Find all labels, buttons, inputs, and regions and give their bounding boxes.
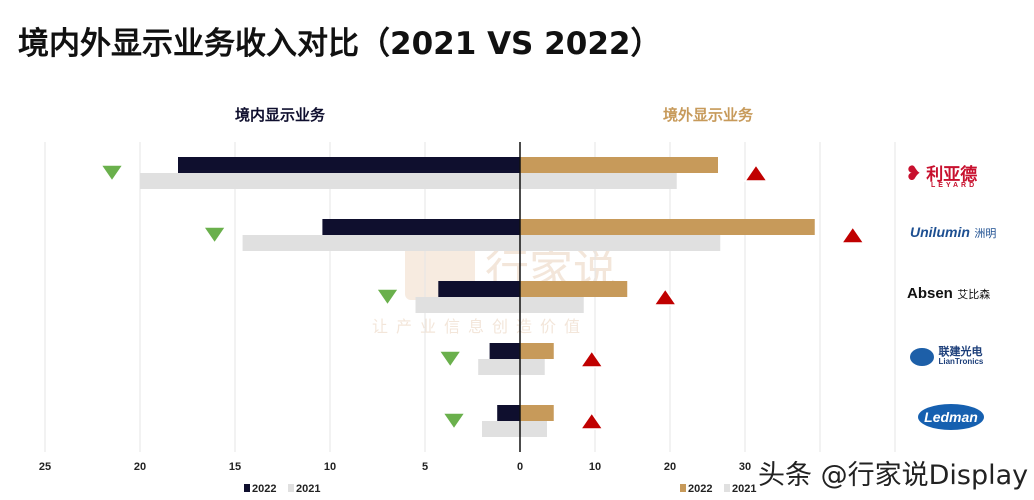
legend-label-left-2021: 2021 bbox=[296, 483, 320, 495]
bar-overseas-2021 bbox=[520, 297, 584, 313]
right-panel-title: 境外显示业务 bbox=[663, 106, 754, 124]
bar-domestic-2021 bbox=[415, 297, 520, 313]
trend-up-icon bbox=[743, 163, 769, 182]
legend-swatch-right-2021 bbox=[724, 484, 730, 492]
logo-ledman: Ledman bbox=[918, 404, 984, 430]
bar-domestic-2022 bbox=[438, 281, 520, 297]
trend-down-icon bbox=[202, 226, 228, 245]
bar-domestic-2021 bbox=[140, 173, 520, 189]
legend-label-right-2021: 2021 bbox=[732, 483, 756, 495]
x-tick-label-left: 0 bbox=[517, 461, 523, 473]
bg-watermark-slogan: 让产业信息创造价值 bbox=[372, 317, 588, 336]
x-tick-label-left: 5 bbox=[422, 461, 428, 473]
bar-overseas-2022 bbox=[520, 219, 815, 235]
x-tick-label-left: 20 bbox=[134, 461, 146, 473]
bar-domestic-2022 bbox=[497, 405, 520, 421]
logo-absen: Absen 艾比森 bbox=[907, 285, 991, 302]
bar-overseas-2021 bbox=[520, 359, 545, 375]
bar-domestic-2022 bbox=[489, 343, 520, 359]
bar-overseas-2022 bbox=[520, 281, 628, 297]
leyard-icon: ❥ bbox=[905, 163, 922, 185]
bar-overseas-2022 bbox=[520, 157, 718, 173]
legend-swatch-left-2021 bbox=[288, 484, 294, 492]
x-tick-label-right: 10 bbox=[589, 461, 601, 473]
legend-swatch-left-2022 bbox=[244, 484, 250, 492]
bar-overseas-2022 bbox=[520, 343, 554, 359]
x-tick-label-left: 15 bbox=[229, 461, 241, 473]
bar-domestic-2021 bbox=[242, 235, 520, 251]
bar-overseas-2021 bbox=[520, 421, 547, 437]
logo-liantronics: 联建光电 LianTronics bbox=[910, 347, 983, 367]
trend-up-icon bbox=[579, 411, 605, 430]
left-panel-title: 境内显示业务 bbox=[235, 106, 326, 124]
bar-domestic-2021 bbox=[478, 359, 520, 375]
bar-domestic-2022 bbox=[178, 157, 520, 173]
bar-overseas-2022 bbox=[520, 405, 554, 421]
trend-down-icon bbox=[375, 288, 400, 307]
x-tick-label-left: 10 bbox=[324, 461, 336, 473]
bar-overseas-2021 bbox=[520, 173, 677, 189]
x-tick-label-left: 25 bbox=[39, 461, 51, 473]
trend-up-icon bbox=[840, 225, 866, 244]
slide-title: 境内外显示业务收入对比（2021 VS 2022） bbox=[18, 26, 662, 62]
trend-up-icon bbox=[652, 287, 678, 306]
logo-unilumin: Unilumin 洲明 bbox=[910, 224, 997, 240]
logo-leyard: ❥ 利亚德 LEYARD bbox=[905, 163, 978, 189]
bar-domestic-2021 bbox=[482, 421, 520, 437]
legend-label-left-2022: 2022 bbox=[252, 483, 276, 495]
bar-domestic-2022 bbox=[322, 219, 520, 235]
trend-down-icon bbox=[441, 412, 467, 431]
bar-overseas-2021 bbox=[520, 235, 721, 251]
x-tick-label-right: 30 bbox=[739, 461, 751, 473]
trend-up-icon bbox=[579, 349, 605, 368]
x-tick-label-right: 20 bbox=[664, 461, 676, 473]
trend-down-icon bbox=[437, 350, 463, 369]
trend-down-icon bbox=[99, 164, 125, 183]
watermark: 头条 @行家说Display bbox=[758, 453, 1029, 492]
legend-swatch-right-2022 bbox=[680, 484, 686, 492]
liantronics-icon bbox=[910, 348, 934, 366]
legend-label-right-2022: 2022 bbox=[688, 483, 712, 495]
